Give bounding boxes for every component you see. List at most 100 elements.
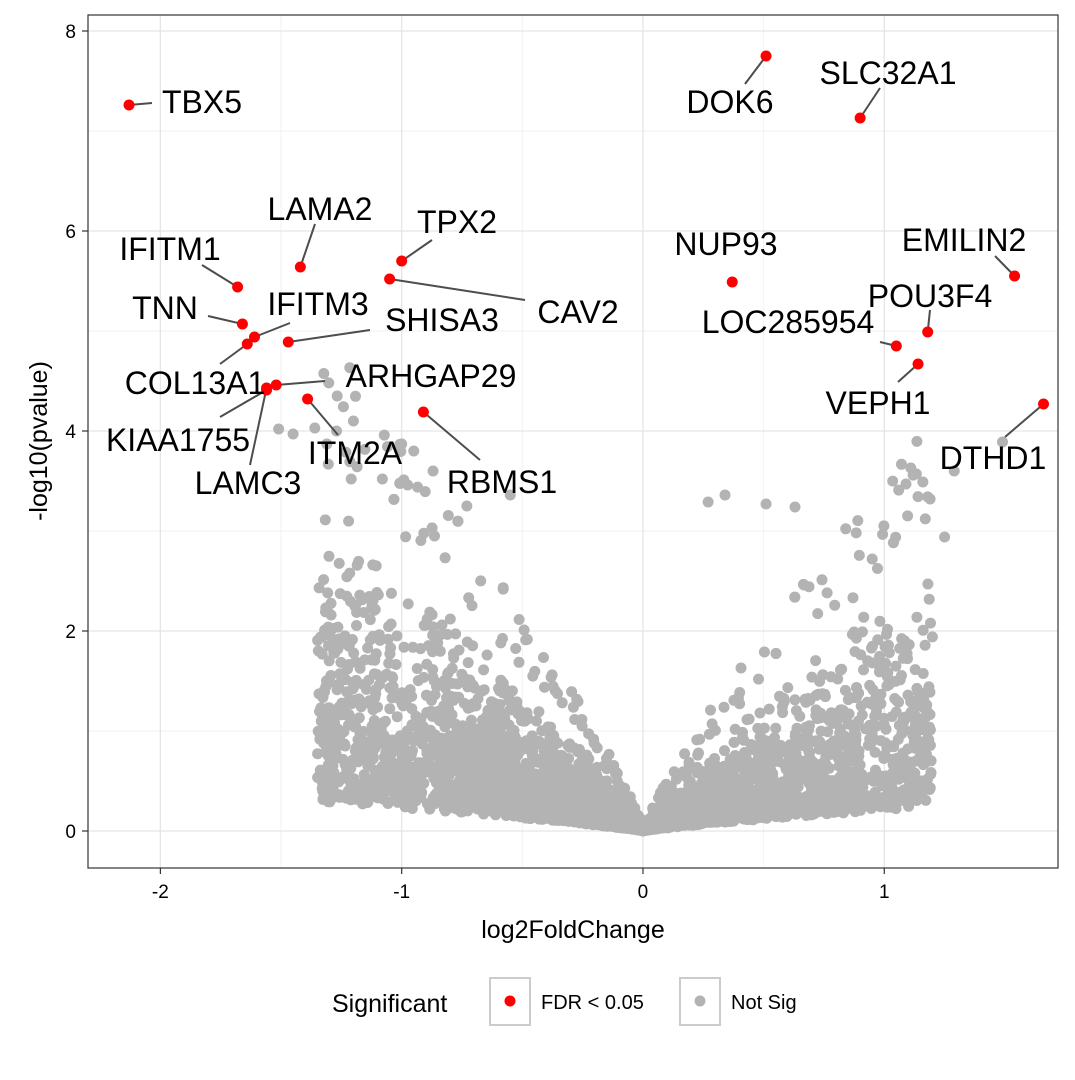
- significant-point: [912, 358, 924, 370]
- leader-line: [249, 387, 268, 466]
- not-sig-point: [475, 575, 487, 587]
- not-sig-point: [586, 808, 598, 820]
- not-sig-point: [456, 668, 468, 680]
- leader-line: [1004, 403, 1045, 438]
- not-sig-point: [441, 732, 453, 744]
- not-sig-point: [842, 694, 854, 706]
- not-sig-point: [785, 790, 797, 802]
- not-sig-point: [384, 703, 396, 715]
- not-sig-point: [358, 769, 370, 781]
- not-sig-point: [506, 685, 518, 697]
- not-sig-point: [812, 608, 824, 620]
- not-sig-point: [867, 684, 879, 696]
- not-sig-point: [312, 748, 324, 760]
- not-sig-point: [804, 747, 815, 759]
- leader-line: [207, 315, 243, 325]
- not-sig-point: [735, 662, 747, 674]
- not-sig-point: [923, 593, 935, 605]
- not-sig-point: [741, 773, 753, 785]
- not-sig-point: [353, 693, 365, 705]
- not-sig-point: [847, 592, 859, 604]
- not-sig-point: [926, 631, 938, 643]
- not-sig-point: [798, 579, 809, 590]
- not-sig-point: [896, 728, 908, 740]
- not-sig-point: [534, 789, 545, 801]
- not-sig-point: [363, 591, 375, 602]
- not-sig-point: [917, 476, 929, 488]
- significant-point: [236, 318, 248, 330]
- not-sig-point: [354, 589, 366, 601]
- not-sig-point: [402, 598, 414, 610]
- leader-line: [401, 239, 433, 262]
- not-sig-point: [658, 800, 670, 812]
- label-leader-lines: [128, 55, 1045, 466]
- axis-ticks: -2 -1 0 1 0 2 4 6 8: [65, 22, 889, 903]
- not-sig-point: [703, 728, 715, 740]
- not-sig-point: [432, 745, 444, 757]
- not-sig-point: [570, 796, 582, 808]
- not-sig-point: [782, 682, 794, 694]
- not-sig-point: [850, 527, 862, 539]
- not-sig-point: [520, 634, 532, 646]
- not-sig-point: [420, 731, 432, 743]
- not-sig-point: [439, 552, 451, 564]
- not-sig-point: [578, 769, 590, 781]
- not-sig-point: [448, 652, 460, 664]
- not-sig-point: [852, 515, 864, 527]
- not-sig-point: [351, 620, 362, 631]
- gene-label: VEPH1: [826, 385, 931, 421]
- not-sig-point: [920, 686, 932, 698]
- not-sig-point: [313, 582, 325, 594]
- not-sig-point: [773, 748, 785, 760]
- leader-line: [276, 380, 326, 386]
- not-sig-point: [737, 731, 749, 743]
- not-sig-point: [403, 691, 415, 703]
- not-sig-point: [679, 813, 691, 825]
- not-sig-point: [469, 682, 481, 694]
- y-tick-label: 6: [65, 222, 76, 243]
- not-sig-point: [919, 639, 931, 651]
- not-sig-point: [896, 458, 907, 470]
- not-sig-point: [584, 797, 596, 809]
- not-sig-point: [427, 664, 439, 676]
- not-sig-point: [922, 578, 934, 590]
- not-sig-point: [924, 724, 936, 736]
- not-sig-point: [626, 797, 637, 809]
- not-sig-point: [758, 646, 770, 658]
- not-sig-point: [412, 675, 424, 687]
- not-sig-point: [798, 798, 810, 810]
- y-axis-title: -log10(pvalue): [25, 361, 53, 521]
- not-sig-point: [401, 761, 413, 773]
- not-sig-point: [823, 715, 835, 726]
- gene-label: ITM2A: [308, 435, 403, 471]
- not-sig-point: [924, 493, 936, 505]
- not-sig-point: [331, 425, 343, 437]
- significant-point: [384, 273, 396, 285]
- not-sig-point: [849, 646, 861, 658]
- not-sig-point: [331, 390, 343, 402]
- not-sig-point: [498, 717, 510, 728]
- not-sig-point: [336, 709, 348, 720]
- not-sig-point: [382, 633, 394, 645]
- not-sig-point: [545, 751, 557, 763]
- not-sig-point: [323, 550, 335, 562]
- gene-label: ARHGAP29: [346, 358, 517, 394]
- not-sig-point: [358, 785, 370, 796]
- not-sig-point: [324, 630, 336, 641]
- legend-label-notsig: Not Sig: [731, 992, 797, 1014]
- not-sig-point: [360, 683, 372, 695]
- not-sig-point: [439, 721, 451, 733]
- not-sig-point: [728, 736, 740, 748]
- not-sig-point: [688, 783, 700, 795]
- not-sig-point: [821, 587, 833, 599]
- not-sig-point: [819, 688, 831, 700]
- leader-line: [219, 389, 268, 418]
- legend-title: Significant: [332, 990, 447, 1018]
- gene-label: SLC32A1: [820, 55, 957, 91]
- not-sig-point: [924, 784, 936, 795]
- not-sig-point: [902, 743, 914, 755]
- not-sig-point: [478, 791, 490, 803]
- not-sig-point: [753, 673, 764, 685]
- not-sig-point: [363, 695, 375, 707]
- not-sig-point: [569, 714, 581, 725]
